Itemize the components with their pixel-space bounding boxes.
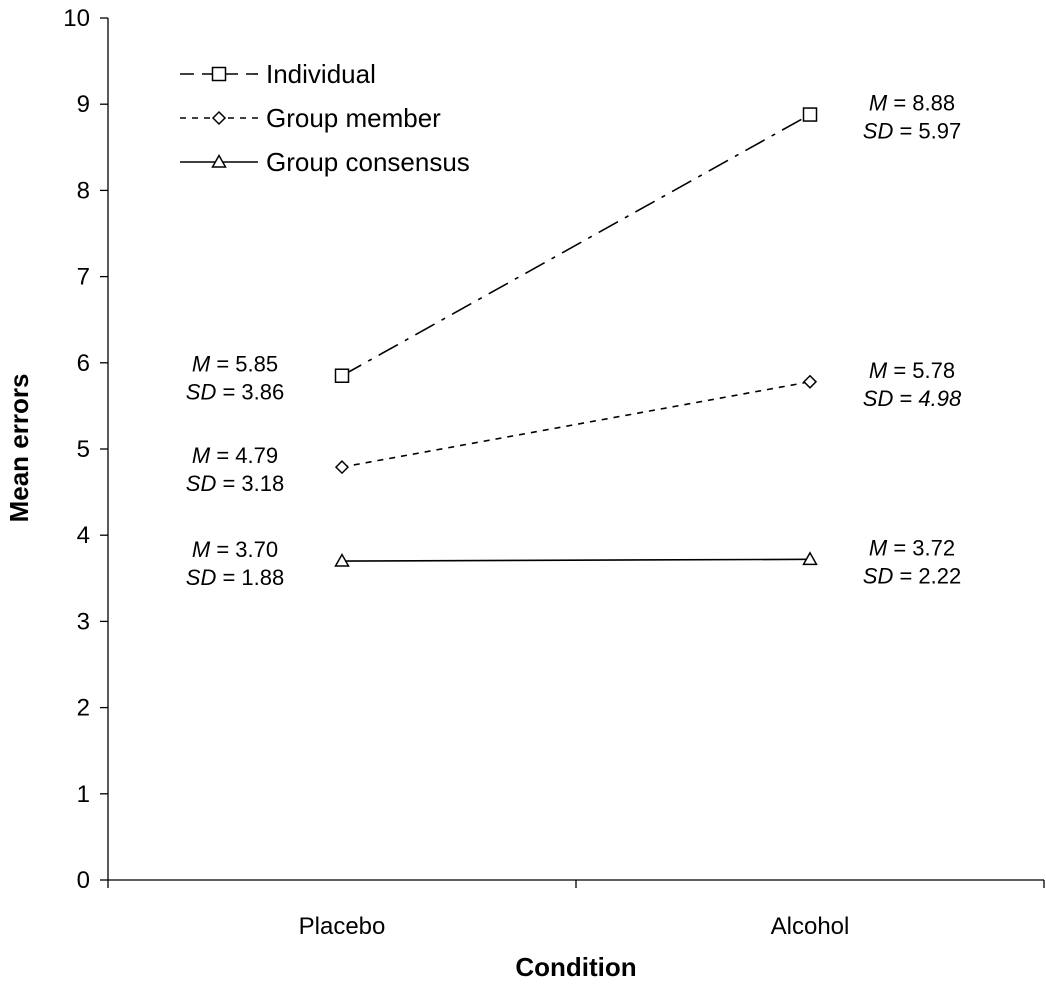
data-annotations: M = 5.85 SD = 3.86 M = 8.88 SD = 5.97 M = 4.…: [186, 91, 962, 591]
series-lines: [341, 113, 811, 562]
annotation-sd-number: 3.86: [241, 380, 284, 405]
annotation-sd: SD = 3.86: [186, 380, 284, 405]
annotation-sd-label: SD: [863, 119, 894, 144]
y-tick-label: 1: [77, 781, 90, 808]
legend-label: Group member: [266, 103, 441, 133]
annotation-sd: SD = 4.98: [863, 386, 962, 411]
y-tick-label: 9: [77, 91, 90, 118]
triangle-marker: [334, 553, 350, 567]
annotation-mean: M = 5.78: [869, 358, 955, 383]
annotation-mean-value: = 3.70: [210, 537, 278, 562]
legend: Individual Group member Group consensus: [180, 59, 470, 177]
data-annotation: M = 4.79 SD = 3.18: [186, 443, 284, 496]
legend-label: Individual: [266, 59, 376, 89]
legend-triangle-marker: [211, 153, 227, 168]
diamond-marker: [334, 460, 350, 475]
annotation-sd: SD = 1.88: [186, 565, 284, 590]
annotation-sd-number: 4.98: [918, 386, 962, 411]
annotation-sd-value: =: [893, 119, 918, 144]
data-annotation: M = 3.72 SD = 2.22: [863, 535, 961, 588]
legend-item: Group member: [180, 103, 441, 133]
y-tick-label: 0: [77, 867, 90, 894]
y-axis-title: Mean errors: [4, 374, 34, 523]
annotation-sd-value: =: [216, 380, 241, 405]
y-tick-label: 6: [77, 350, 90, 377]
annotation-sd-number: 2.22: [918, 563, 961, 588]
square-marker: [334, 368, 350, 383]
annotation-mean-label: M: [192, 443, 211, 468]
annotation-mean: M = 3.70: [192, 537, 278, 562]
annotation-mean: M = 5.85: [192, 352, 278, 377]
annotation-mean: M = 8.88: [869, 91, 955, 116]
annotation-mean-label: M: [192, 352, 211, 377]
data-annotation: M = 5.78 SD = 4.98: [863, 358, 962, 411]
data-annotation: M = 3.70 SD = 1.88: [186, 537, 284, 590]
series-line: [341, 558, 811, 562]
annotation-sd-number: 1.88: [241, 565, 284, 590]
series-line: [341, 380, 811, 468]
annotation-sd-number: 3.18: [241, 471, 284, 496]
data-annotation: M = 5.85 SD = 3.86: [186, 352, 284, 405]
annotation-sd-value: =: [216, 565, 241, 590]
series-line: [341, 113, 811, 377]
annotation-sd-value: =: [893, 386, 918, 411]
annotation-sd-value: =: [893, 563, 918, 588]
y-tick-label: 2: [77, 695, 90, 722]
square-marker: [802, 107, 818, 122]
x-tick-label: Alcohol: [771, 913, 850, 940]
annotation-sd-label: SD: [863, 563, 894, 588]
annotation-mean: M = 3.72: [869, 535, 955, 560]
legend-item: Group consensus: [180, 147, 470, 177]
annotation-mean-value: = 4.79: [210, 443, 278, 468]
annotation-sd-label: SD: [186, 471, 217, 496]
triangle-marker: [802, 551, 818, 566]
x-tick-label: Placebo: [299, 913, 386, 940]
annotation-sd-number: 5.97: [918, 119, 961, 144]
y-tick-label: 10: [63, 5, 90, 32]
legend-item: Individual: [180, 59, 376, 89]
x-axis-title: Condition: [515, 952, 636, 982]
annotation-mean: M = 4.79: [192, 443, 278, 468]
annotation-sd: SD = 5.97: [863, 119, 961, 144]
axes: 0 1 2 3 4 5 6 7 8 9 10 Placebo Alcohol: [63, 5, 1045, 940]
legend-square-marker: [211, 66, 227, 82]
y-tick-label: 4: [77, 522, 90, 549]
annotation-mean-label: M: [869, 358, 888, 383]
annotation-mean-value: = 5.85: [210, 352, 278, 377]
annotation-mean-value: = 3.72: [887, 535, 955, 560]
annotation-sd-label: SD: [863, 386, 894, 411]
annotation-sd-label: SD: [186, 380, 217, 405]
y-tick-label: 7: [77, 264, 90, 291]
data-markers: [334, 107, 818, 567]
annotation-sd: SD = 3.18: [186, 471, 284, 496]
y-tick-label: 5: [77, 436, 90, 463]
y-tick-label: 8: [77, 177, 90, 204]
annotation-sd: SD = 2.22: [863, 563, 961, 588]
y-tick-label: 3: [77, 608, 90, 635]
diamond-marker: [802, 374, 818, 389]
annotation-mean-label: M: [192, 537, 211, 562]
annotation-mean-label: M: [869, 535, 888, 560]
data-annotation: M = 8.88 SD = 5.97: [863, 91, 961, 144]
annotation-sd-label: SD: [186, 565, 217, 590]
annotation-sd-value: =: [216, 471, 241, 496]
legend-diamond-marker: [211, 110, 227, 126]
annotation-mean-value: = 8.88: [887, 91, 955, 116]
annotation-mean-value: = 5.78: [887, 358, 955, 383]
legend-label: Group consensus: [266, 147, 470, 177]
annotation-mean-label: M: [869, 91, 888, 116]
